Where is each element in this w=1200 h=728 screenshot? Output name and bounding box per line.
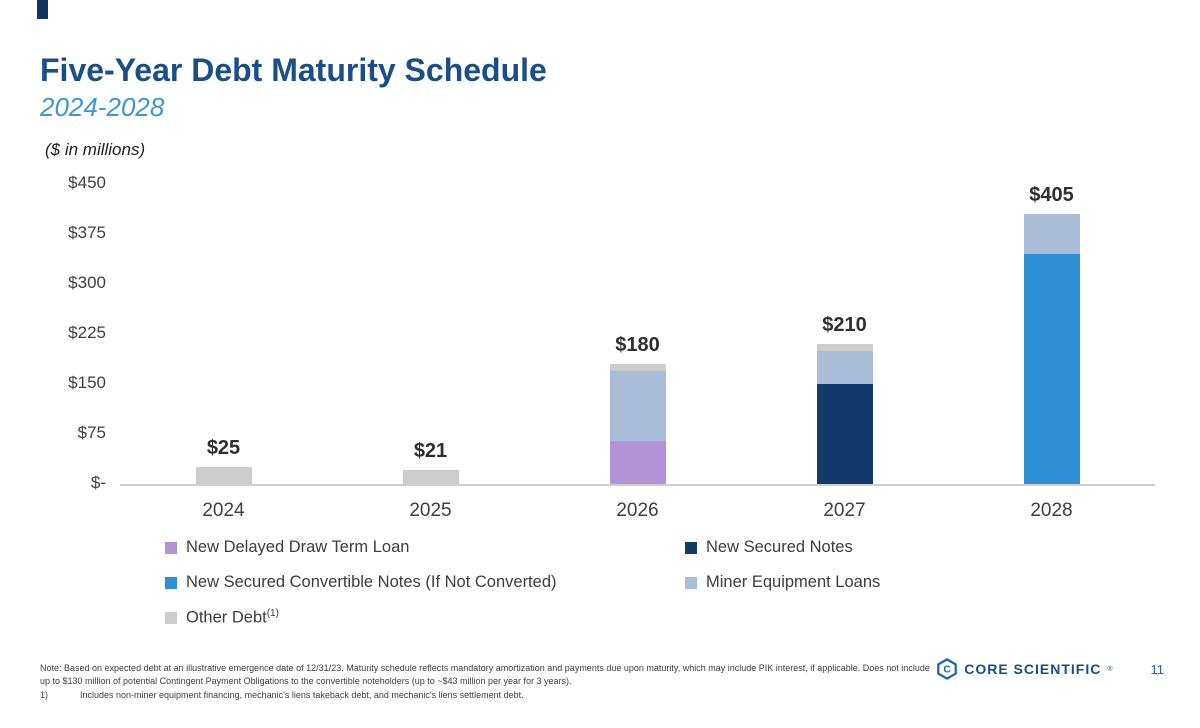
logo-text: CORE SCIENTIFIC [964, 661, 1102, 677]
x-axis-label-2028: 2028 [1030, 500, 1073, 521]
y-axis-tick: $225 [68, 323, 106, 342]
legend-marker-secured-notes [685, 541, 697, 554]
page-number: 11 [1150, 661, 1165, 677]
bar-stack [195, 467, 252, 484]
bar-segment-secured-notes [816, 384, 873, 484]
core-scientific-logo: C CORE SCIENTIFIC ® [936, 658, 1113, 680]
bar-total-label: $405 [1029, 184, 1074, 206]
y-axis-tick: $450 [68, 173, 106, 192]
y-axis-tick: $- [90, 473, 106, 492]
bar-column-2026: $180 [534, 184, 741, 484]
footnote-note: Note: Based on expected debt at an illus… [40, 663, 930, 686]
x-axis-label-2027: 2027 [823, 500, 866, 521]
bar-total-label: $21 [413, 440, 448, 462]
legend-item-convertible-notes: New Secured Convertible Notes (If Not Co… [165, 573, 685, 592]
bar-column-2024: $25 [120, 184, 327, 484]
bar-segment-other-debt [609, 364, 666, 371]
legend-label: New Delayed Draw Term Loan [186, 538, 410, 556]
bar-total-label: $180 [615, 334, 660, 357]
x-axis: 2024 2025 2026 2027 2028 [120, 500, 1155, 522]
registered-mark: ® [1107, 665, 1113, 673]
legend-label: Miner Equipment Loans [706, 573, 881, 591]
bar-segment-other-debt [816, 344, 873, 351]
legend-label: New Secured Convertible Notes (If Not Co… [186, 573, 557, 591]
legend-marker-convertible-notes [165, 576, 177, 589]
legend-label: New Secured Notes [706, 538, 853, 556]
page-subtitle: 2024-2028 [40, 92, 165, 122]
bar-stack [1023, 214, 1080, 484]
y-axis-tick: $75 [77, 423, 106, 442]
bar-segment-other-debt [402, 470, 459, 484]
y-axis: $450 $375 $300 $225 $150 $75 $- [50, 173, 120, 492]
bar-stack [402, 470, 459, 484]
y-axis-tick: $300 [68, 273, 106, 292]
x-axis-label-2025: 2025 [409, 500, 452, 521]
legend-item-other-debt: Other Debt(1) [165, 608, 685, 628]
legend-marker-delayed-draw [165, 541, 177, 554]
bar-segment-miner-loans [1023, 214, 1080, 254]
bar-column-2028: $405 [948, 184, 1155, 484]
hexagon-logo-icon: C [936, 658, 958, 680]
footnotes: Note: Based on expected debt at an illus… [40, 662, 930, 702]
footnote-ref: (1) [266, 608, 279, 619]
x-axis-label-2026: 2026 [616, 500, 659, 521]
bar-total-label: $210 [822, 314, 867, 337]
legend-label: Other Debt(1) [186, 608, 279, 627]
bar-column-2027: $210 [741, 184, 948, 484]
bar-segment-miner-loans [609, 370, 666, 441]
svg-text:C: C [944, 665, 951, 676]
chart-legend: New Delayed Draw Term Loan New Secured No… [165, 538, 880, 628]
legend-item-miner-loans: Miner Equipment Loans [685, 573, 880, 592]
x-axis-label-2024: 2024 [202, 500, 245, 521]
units-label: ($ in millions) [45, 140, 146, 159]
footnote-number: 1) [40, 690, 49, 701]
legend-marker-other-debt [165, 611, 177, 624]
bar-column-2025: $21 [327, 184, 534, 484]
bar-stack [609, 364, 666, 484]
bar-total-label: $25 [206, 437, 241, 460]
legend-marker-miner-loans [685, 576, 697, 589]
y-axis-tick: $150 [68, 373, 106, 392]
footnote-item-1: 1) Includes non-miner equipment financin… [40, 689, 930, 702]
bar-segment-other-debt [195, 467, 252, 484]
plot-area: $25 $21 $180 $210 $405 [120, 184, 1155, 486]
bar-segment-delayed-draw [609, 440, 666, 484]
legend-item-delayed-draw: New Delayed Draw Term Loan [165, 538, 685, 557]
legend-item-secured-notes: New Secured Notes [685, 538, 880, 557]
y-axis-tick: $375 [68, 223, 106, 242]
bar-segment-convertible-notes [1023, 254, 1080, 484]
bar-segment-miner-loans [816, 350, 873, 384]
bar-stack [816, 344, 873, 484]
footnote-text: Includes non-miner equipment financing, … [80, 690, 524, 701]
page-title: Five-Year Debt Maturity Schedule [40, 52, 547, 88]
accent-square [37, 0, 48, 19]
footer-right: C CORE SCIENTIFIC ® 11 [936, 658, 1164, 680]
debt-maturity-chart: $450 $375 $300 $225 $150 $75 $- $25 $21 $180 $210… [50, 173, 1155, 492]
